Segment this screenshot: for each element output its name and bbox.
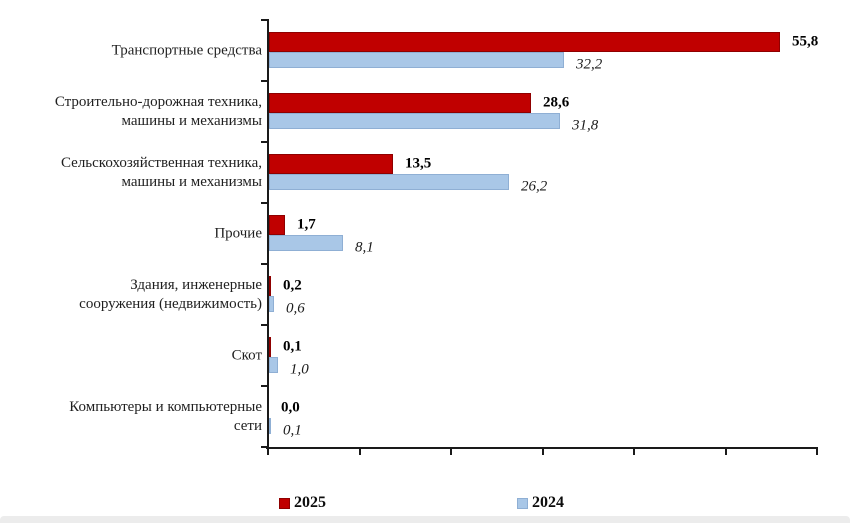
category-label: Здания, инженерные сооружения (недвижимос… [0,276,262,314]
bar-2024 [269,296,274,312]
x-axis-line [266,447,818,449]
bar-2024 [269,52,564,68]
bar-2025 [269,154,393,174]
x-axis-tick [267,449,269,455]
category-label: Транспортные средства [0,42,262,61]
value-label-2024: 31,8 [572,117,599,134]
legend-item-2024: 2024 [517,494,564,512]
value-label-2024: 32,2 [576,56,603,73]
x-axis-tick [450,449,452,455]
bar-2025 [269,215,285,235]
bar-2024 [269,113,560,129]
value-label-2025: 1,7 [297,216,316,233]
legend-label: 2024 [532,494,564,511]
category-label-line: Строительно-дорожная техника, [54,94,262,110]
value-label-2025: 13,5 [405,155,432,172]
category-label-line: Сельскохозяйственная техника, [60,155,262,171]
y-axis-tick [261,324,267,326]
bar-2024 [269,235,343,251]
category-label: Прочие [0,225,262,244]
y-axis-tick [261,141,267,143]
category-label-line: Здания, инженерные [130,277,262,293]
category-label-line: Скот [231,347,262,364]
bar-2024 [269,357,278,373]
y-axis-tick [261,202,267,204]
x-axis-tick [816,449,818,455]
category-label: Строительно-дорожная техника, машины и ме… [0,93,262,131]
bottom-strip [0,516,850,523]
y-axis-tick [261,385,267,387]
value-label-2025: 0,0 [281,399,300,416]
legend-swatch-2024 [517,497,528,509]
bar-2025 [269,32,780,52]
value-label-2025: 55,8 [792,33,819,50]
legend-label: 2025 [294,494,326,511]
x-axis-tick [725,449,727,455]
legend-item-2025: 2025 [279,494,326,512]
bar-2025 [269,93,531,113]
x-axis-tick [542,449,544,455]
y-axis-tick [261,80,267,82]
category-label-line: машины и механизмы [121,174,262,190]
y-axis-line [267,19,269,449]
legend-swatch-2025 [279,497,290,509]
x-axis-tick [359,449,361,455]
value-label-2024: 0,6 [286,300,305,317]
category-label-line: Транспортные средства [111,42,262,59]
value-label-2025: 0,1 [283,338,302,355]
category-label-line: машины и механизмы [121,113,262,129]
category-label: Сельскохозяйственная техника, машины и ме… [0,154,262,192]
y-axis-tick [261,263,267,265]
category-label-line: Прочие [214,225,262,242]
category-label: Компьютеры и компьютерные сети [0,398,262,436]
value-label-2025: 0,2 [283,277,302,294]
category-label-line: сети [233,418,262,434]
category-label: Скот [0,347,262,366]
value-label-2024: 8,1 [355,239,374,256]
value-label-2025: 28,6 [543,94,570,111]
y-axis-tick [261,19,267,21]
value-label-2024: 1,0 [290,361,309,378]
bar-2025 [269,276,271,296]
y-axis-tick [261,446,267,448]
x-axis-tick [633,449,635,455]
bar-2024 [269,174,509,190]
bar-2024 [269,418,271,434]
category-label-line: Компьютеры и компьютерные [69,399,262,415]
value-label-2024: 26,2 [521,178,548,195]
value-label-2024: 0,1 [283,422,302,439]
bar-2025 [269,337,271,357]
category-label-line: сооружения (недвижимость) [79,296,262,312]
